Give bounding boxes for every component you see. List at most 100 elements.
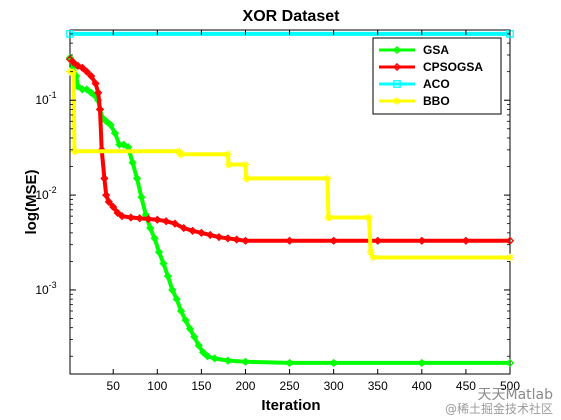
data-point xyxy=(87,88,96,97)
data-point xyxy=(113,208,122,217)
y-tick-label: 10-1 xyxy=(35,90,56,107)
legend: GSA CPSOGSA ACO BBO xyxy=(372,37,502,115)
legend-item-bbo: BBO xyxy=(379,94,450,108)
x-tick-label: 400 xyxy=(412,379,432,393)
data-point xyxy=(117,212,127,221)
data-point xyxy=(100,174,109,183)
legend-marker xyxy=(392,45,402,55)
data-point xyxy=(241,160,250,169)
data-point xyxy=(176,306,186,316)
data-point xyxy=(128,158,137,167)
data-point xyxy=(94,88,103,97)
data-point xyxy=(78,63,87,72)
data-point xyxy=(153,215,162,224)
legend-label: CPSOGSA xyxy=(423,60,483,74)
x-tick-label: 300 xyxy=(324,379,344,393)
data-point xyxy=(70,147,79,156)
x-tick-label: 200 xyxy=(235,379,255,393)
data-point xyxy=(73,61,83,71)
data-point xyxy=(69,58,78,67)
data-point xyxy=(369,253,378,262)
data-point xyxy=(324,213,333,222)
data-point xyxy=(102,190,111,200)
x-tick-label: 100 xyxy=(147,379,167,393)
data-point xyxy=(224,160,233,169)
data-point xyxy=(172,295,181,304)
data-point xyxy=(285,358,294,368)
x-tick-label: 350 xyxy=(368,379,388,393)
data-point xyxy=(461,236,471,245)
data-point xyxy=(146,223,155,233)
data-point xyxy=(154,248,164,257)
series-bbo xyxy=(66,67,514,262)
x-tick-label: 50 xyxy=(107,379,121,393)
data-point xyxy=(214,233,224,242)
legend-item-cpsogsa: CPSOGSA xyxy=(379,60,483,74)
y-tick-label: 10-3 xyxy=(35,280,56,297)
legend-marker xyxy=(392,62,402,72)
data-point xyxy=(417,236,426,245)
data-point xyxy=(69,67,78,76)
data-point xyxy=(505,358,515,368)
data-point xyxy=(329,358,338,368)
data-point xyxy=(119,140,128,149)
data-point xyxy=(241,357,250,366)
data-point xyxy=(223,356,232,365)
data-point xyxy=(161,217,171,226)
y-tick-label: 10-2 xyxy=(35,185,56,202)
data-point xyxy=(223,150,232,159)
data-point xyxy=(188,226,197,235)
series-cpsogsa xyxy=(65,55,515,245)
legend-label: BBO xyxy=(423,94,450,108)
data-point xyxy=(176,150,185,159)
legend-item-gsa: GSA xyxy=(379,43,449,57)
legend-item-aco: ACO xyxy=(379,77,450,91)
legend-marker xyxy=(393,80,401,88)
series-layer xyxy=(65,30,515,368)
data-point xyxy=(232,235,241,244)
data-point xyxy=(242,174,251,183)
data-point xyxy=(168,285,177,295)
data-point xyxy=(73,82,83,91)
data-point xyxy=(87,71,96,81)
data-point xyxy=(190,332,199,342)
data-point xyxy=(203,352,212,361)
data-point xyxy=(126,213,135,222)
data-point xyxy=(82,85,91,94)
data-point xyxy=(109,202,118,212)
data-point xyxy=(179,223,188,233)
data-point xyxy=(137,193,146,202)
data-point xyxy=(506,253,514,262)
data-point xyxy=(181,316,190,325)
data-point xyxy=(323,174,332,183)
data-point xyxy=(194,341,203,350)
data-point xyxy=(170,219,180,228)
data-point xyxy=(366,248,375,257)
data-point xyxy=(365,213,373,222)
legend-label: ACO xyxy=(423,77,450,91)
data-point xyxy=(110,129,120,138)
data-point xyxy=(91,79,100,88)
data-point xyxy=(102,117,111,126)
data-point xyxy=(144,214,153,224)
legend-marker xyxy=(393,97,401,105)
data-point xyxy=(135,214,144,223)
data-point xyxy=(159,259,168,268)
data-point xyxy=(95,105,105,114)
data-point xyxy=(223,234,232,243)
watermark-sub: @稀土掘金技术社区 xyxy=(444,402,553,416)
x-tick-label: 250 xyxy=(280,379,300,393)
data-point xyxy=(185,324,195,333)
data-point xyxy=(241,236,250,245)
data-point xyxy=(206,230,215,240)
x-axis-label: Iteration xyxy=(261,397,320,414)
data-point xyxy=(150,234,159,243)
series-line-cpsogsa xyxy=(68,57,510,243)
data-point xyxy=(210,354,219,363)
data-point xyxy=(66,30,74,38)
watermark: 天天Matlab @稀土掘金技术社区 xyxy=(445,388,553,416)
legend-label: GSA xyxy=(423,43,449,57)
data-point xyxy=(417,358,426,368)
data-point xyxy=(285,236,294,245)
